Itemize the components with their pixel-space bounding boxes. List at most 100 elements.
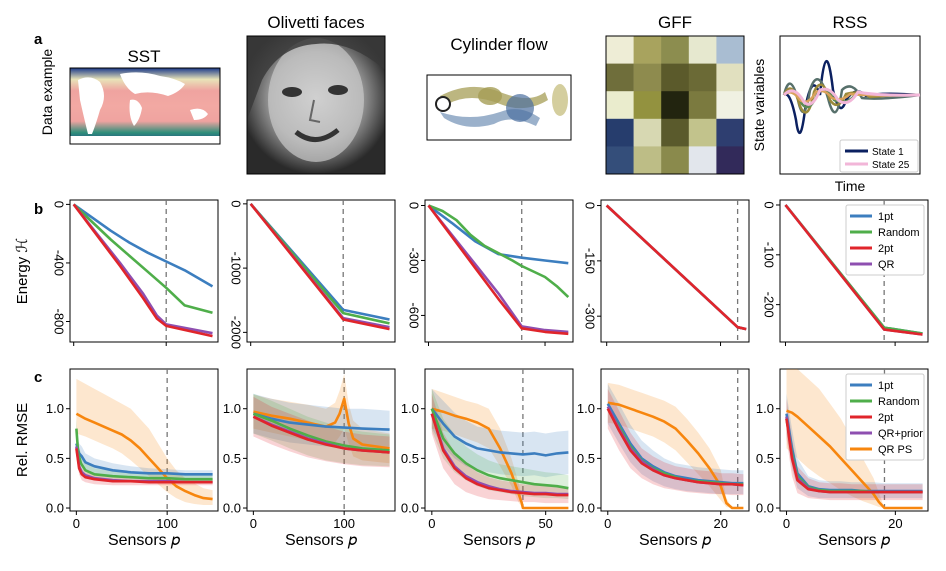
gff-cell-r3-c0 — [606, 118, 634, 147]
line-c2-Random — [252, 412, 390, 452]
ytick-label-c2-0: 0.0 — [223, 501, 241, 516]
series-layer-c4 — [606, 382, 744, 510]
rss-ylabel: State variables — [751, 59, 767, 152]
ytick-label-c4-1: 0.5 — [577, 451, 595, 466]
gff-cell-r2-c4 — [716, 91, 745, 120]
series-layer-b2 — [249, 203, 390, 331]
axes-frame-c1 — [69, 368, 219, 512]
ytick-label-b4-1: -150 — [583, 248, 598, 274]
ytick-label-b4-0: 0 — [583, 202, 598, 209]
chart-b1: 0 -400 -800 Energy ℋ — [14, 199, 219, 346]
xtick-label-c2-1: 100 — [333, 516, 355, 531]
gff-cell-r0-c4 — [716, 36, 745, 64]
legend-label-c5-1: Random — [878, 396, 920, 408]
band-c1-2pt — [76, 440, 213, 486]
ytick-label-c1-0: 0.0 — [46, 501, 64, 516]
series-layer-b1 — [72, 203, 214, 338]
axes-frame-c3 — [424, 368, 574, 512]
ytick-label-c3-1: 0.5 — [401, 451, 419, 466]
ytick-label-b5-0: 0 — [762, 201, 777, 208]
olivetti-image — [246, 35, 386, 175]
line-c2-1pt — [253, 412, 390, 431]
sst-image — [69, 67, 221, 145]
legend-label-b5-2: 2pt — [878, 243, 893, 255]
series-layer-c1 — [75, 378, 213, 505]
line-c5-QRPS — [786, 409, 923, 510]
line-c2-QRPS — [253, 397, 390, 450]
series-layer-b3 — [427, 204, 570, 336]
line-b2-QR — [249, 203, 390, 329]
gff-cell-r1-c3 — [688, 63, 717, 92]
line-c5-2pt — [785, 418, 923, 494]
chart-c1: 0.0 0.5 1.0 0 100 Rel. RMSE Sensors 𝑝 — [14, 368, 219, 549]
ytick-label-c3-0: 0.0 — [401, 501, 419, 516]
gff-cell-r4-c0 — [606, 146, 634, 175]
gff-cell-r3-c1 — [633, 118, 662, 147]
ytick-label-c2-2: 1.0 — [223, 401, 241, 416]
line-c4-QRPS — [607, 401, 744, 510]
ytick-label-b3-1: -300 — [407, 247, 422, 273]
band-c4-1pt — [607, 383, 744, 495]
ytick-label-b5-2: -200 — [762, 292, 777, 318]
legend-label-b5-0: 1pt — [878, 211, 893, 223]
axes-frame-b2 — [246, 199, 396, 343]
legend-label-b5-1: Random — [878, 227, 920, 239]
ytick-label-c5-2: 1.0 — [756, 401, 774, 416]
line-c3-2pt — [430, 413, 569, 497]
axes-frame-b4 — [600, 199, 750, 343]
line-b4-2pt — [605, 204, 747, 331]
xlabel-c3: Sensors 𝑝 — [463, 532, 535, 549]
ytick-label-c1-1: 0.5 — [46, 451, 64, 466]
line-c1-Random — [75, 428, 213, 481]
rss-plot: State variables Time State 1 State 25 — [751, 35, 921, 194]
panel-letter-a: a — [34, 31, 43, 48]
line-c4-2pt — [606, 408, 744, 487]
ytick-label-c5-0: 0.0 — [756, 501, 774, 516]
legend-c5: 1pt Random 2pt QR+prior QR PS — [845, 373, 925, 461]
gff-cell-r1-c2 — [661, 63, 690, 92]
band-c4-2pt — [607, 388, 744, 496]
gff-cell-r0-c1 — [633, 36, 662, 64]
gff-cell-r0-c3 — [688, 36, 717, 64]
gff-cell-r4-c1 — [633, 146, 662, 175]
ytick-label-b2-1: -1000 — [229, 251, 244, 284]
line-b2-Random — [249, 203, 390, 325]
line-b3-QR — [427, 204, 569, 334]
ytick-label-c4-0: 0.0 — [577, 501, 595, 516]
xtick-label-c1-1: 100 — [156, 516, 178, 531]
band-c1-1pt — [76, 433, 213, 479]
legend-label-c5-3: QR+prior — [878, 428, 923, 440]
line-b3-2pt — [427, 204, 569, 336]
rss-xlabel: Time — [835, 178, 866, 194]
line-c3-Random — [430, 408, 569, 490]
gff-cell-r3-c2 — [661, 118, 690, 147]
chart-b2: 0 -1000 -2000 — [229, 199, 396, 349]
ylabel-c1: Rel. RMSE — [14, 403, 31, 477]
line-c3-1pt — [430, 407, 569, 457]
ytick-label-b1-2: -800 — [52, 308, 67, 334]
xtick-label-c4-1: 20 — [714, 516, 728, 531]
gff-cell-r2-c2 — [661, 91, 690, 120]
xlabel-c4: Sensors 𝑝 — [639, 532, 711, 549]
gff-cell-r2-c0 — [606, 91, 634, 120]
gff-cell-r1-c1 — [633, 63, 662, 92]
axes-frame-c4 — [600, 368, 750, 512]
ytick-label-b2-2: -2000 — [229, 316, 244, 349]
ytick-label-b3-0: 0 — [407, 202, 422, 209]
legend-box-b5 — [845, 204, 925, 276]
line-b2-1pt — [249, 203, 390, 321]
rss-legend: State 1 State 25 — [839, 139, 919, 173]
gff-cell-r4-c3 — [688, 146, 717, 175]
band-c5-QRPS — [786, 369, 923, 508]
ytick-label-b2-0: 0 — [229, 200, 244, 207]
title-cylinder: Cylinder flow — [450, 35, 548, 54]
chart-b4: 0 -150 -300 — [583, 199, 750, 346]
ytick-label-b3-2: -600 — [407, 302, 422, 328]
axes-frame-b1 — [69, 199, 219, 343]
xlabel-c2: Sensors 𝑝 — [285, 532, 357, 549]
gff-cell-r2-c3 — [688, 91, 717, 120]
